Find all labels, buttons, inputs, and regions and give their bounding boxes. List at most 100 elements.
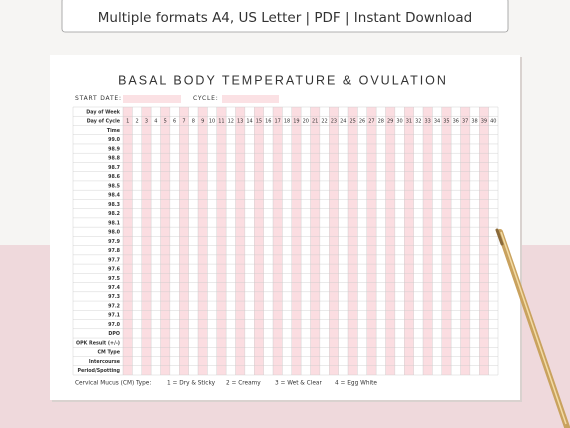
day-number: 31 [406, 119, 412, 125]
pen [495, 228, 570, 428]
row-label: 97.5 [108, 276, 120, 282]
legend: Cervical Mucus (CM) Type: 1 = Dry & Stic… [75, 381, 377, 387]
day-number: 5 [164, 119, 167, 125]
day-number: 39 [481, 119, 487, 125]
legend-item: 3 = Wet & Clear [275, 381, 322, 387]
day-number: 10 [209, 119, 215, 125]
row-label: Time [107, 128, 121, 134]
day-number: 12 [228, 119, 234, 125]
day-number: 6 [173, 119, 176, 125]
row-label: Day of Cycle [87, 119, 121, 125]
row-label: 97.4 [108, 285, 120, 291]
day-number: 27 [368, 119, 374, 125]
day-number: 8 [192, 119, 195, 125]
legend-title: Cervical Mucus (CM) Type: [75, 381, 151, 387]
day-number: 7 [182, 119, 185, 125]
day-number: 1 [126, 119, 129, 125]
row-label: 97.2 [108, 303, 120, 309]
day-number: 21 [312, 119, 318, 125]
day-number: 22 [321, 119, 327, 125]
row-label: 98.0 [108, 230, 120, 236]
column-stripe [141, 107, 152, 375]
day-number: 16 [265, 119, 271, 125]
day-number: 17 [275, 119, 281, 125]
cycle-field [222, 95, 279, 103]
row-label: 98.3 [108, 202, 120, 208]
start-date-field [123, 95, 181, 103]
column-stripe [198, 107, 208, 375]
day-number: 29 [387, 119, 393, 125]
row-label: CM Type [98, 350, 121, 356]
day-number: 34 [434, 119, 440, 125]
row-label: 98.8 [108, 156, 120, 162]
column-stripe [479, 107, 489, 375]
sheet-title: BASAL BODY TEMPERATURE & OVULATION [118, 73, 448, 87]
row-label: OPK Result (+/-) [76, 340, 120, 346]
day-number: 24 [340, 119, 346, 125]
day-number: 11 [218, 119, 224, 125]
day-number: 19 [293, 119, 299, 125]
row-label: Intercourse [89, 359, 121, 365]
day-number: 35 [443, 119, 449, 125]
column-stripe [404, 107, 414, 375]
start-date-label: START DATE: [75, 95, 122, 102]
chart-grid: Day of Week Day of Cycle Time 99.0 98.9 98.8 9… [72, 106, 499, 376]
row-label: 98.7 [108, 165, 120, 171]
day-number: 4 [154, 119, 157, 125]
column-stripe [273, 107, 283, 375]
row-label: 97.7 [108, 257, 120, 263]
column-stripe [216, 107, 227, 375]
day-number: 32 [415, 119, 421, 125]
legend-item: 2 = Creamy [226, 381, 261, 387]
column-stripe [310, 107, 320, 375]
day-number: 13 [237, 119, 243, 125]
day-number: 23 [331, 119, 337, 125]
row-label: 97.0 [108, 322, 120, 328]
day-number: 3 [145, 119, 148, 125]
column-stripe [460, 107, 470, 375]
row-label: 97.1 [108, 313, 120, 319]
row-label: 98.9 [108, 146, 120, 152]
row-label: 97.8 [108, 248, 120, 254]
day-number: 25 [350, 119, 356, 125]
day-number: 20 [303, 119, 309, 125]
day-number: 2 [135, 119, 138, 125]
column-stripe [123, 107, 133, 375]
day-number: 28 [378, 119, 384, 125]
column-stripe [348, 107, 358, 375]
row-label: 98.2 [108, 211, 120, 217]
column-stripe [160, 107, 170, 375]
pen-highlight [500, 231, 567, 425]
legend-item: 4 = Egg White [335, 381, 377, 387]
row-label: 97.6 [108, 267, 120, 273]
day-number: 9 [201, 119, 204, 125]
row-label: 97.9 [108, 239, 120, 245]
day-number: 30 [396, 119, 402, 125]
row-label: 98.1 [108, 220, 120, 226]
cycle-label: CYCLE: [193, 95, 219, 102]
column-stripe [254, 107, 264, 375]
day-number: 37 [462, 119, 468, 125]
column-stripe [423, 107, 433, 375]
day-number: 40 [490, 119, 496, 125]
row-label: 99.0 [108, 137, 120, 143]
day-number: 18 [284, 119, 290, 125]
legend-item: 1 = Dry & Sticky [167, 381, 216, 387]
column-stripe [441, 107, 452, 375]
row-label: 98.4 [108, 193, 120, 199]
pen-tip [495, 228, 504, 246]
column-stripe [291, 107, 302, 375]
day-number: 38 [471, 119, 477, 125]
column-stripe [329, 107, 339, 375]
day-number: 36 [453, 119, 459, 125]
day-number: 33 [425, 119, 431, 125]
column-stripe [385, 107, 395, 375]
day-number: 14 [246, 119, 252, 125]
row-label: DPO [108, 331, 120, 337]
row-label: Day of Week [86, 109, 121, 115]
day-number: 26 [359, 119, 365, 125]
row-label: 97.3 [108, 294, 120, 300]
day-number: 15 [256, 119, 262, 125]
